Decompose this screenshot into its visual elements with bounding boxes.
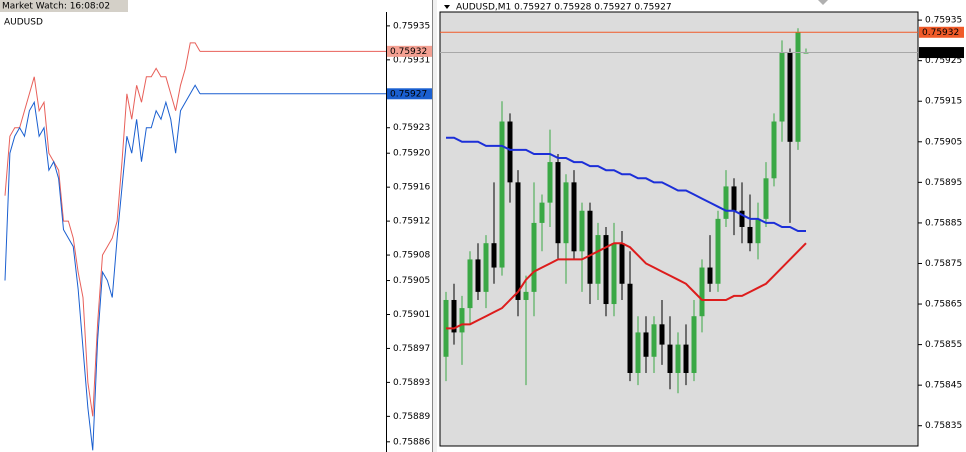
candle-body: [715, 218, 721, 284]
y-tick-label: 0.75905: [925, 137, 962, 147]
candle-body: [755, 218, 761, 244]
y-tick-label: 0.75923: [393, 123, 430, 133]
candle-body: [555, 162, 561, 244]
candle-body: [619, 243, 625, 284]
price-tag-label: 0.75932: [390, 47, 427, 57]
y-tick-label: 0.75905: [393, 276, 430, 286]
candle-body: [731, 186, 737, 211]
candle-body: [707, 267, 713, 284]
candle-body: [539, 202, 545, 223]
window-title-bar[interactable]: [0, 0, 128, 12]
y-tick-label: 0.75931: [393, 55, 430, 65]
right-plot-area: [439, 11, 919, 447]
candle-body: [499, 121, 505, 268]
candle-body: [531, 222, 537, 292]
candle-body: [779, 52, 785, 122]
candle-body: [747, 226, 753, 244]
candle-body: [611, 243, 617, 305]
candle-body: [571, 182, 577, 252]
candle-body: [515, 182, 521, 300]
candle-body: [659, 324, 665, 345]
y-tick-label: 0.75925: [925, 56, 962, 66]
window-title: Market Watch: 16:08:02: [2, 2, 110, 12]
y-tick-label: 0.75845: [925, 381, 962, 391]
price-tag: [387, 45, 432, 57]
y-tick-label: 0.75855: [925, 340, 962, 350]
scroll-marker: [818, 0, 828, 5]
candle-body: [563, 182, 569, 244]
candle-body: [643, 332, 649, 357]
price-tag: [919, 26, 964, 38]
candle-body: [651, 324, 657, 357]
candle-body: [683, 344, 689, 373]
y-tick-label: 0.75895: [925, 178, 962, 188]
candle-body: [507, 121, 513, 183]
candle-body: [691, 316, 697, 373]
price-line-series: [446, 242, 807, 330]
chart-title: AUDUSD: [4, 18, 43, 28]
candle-body: [675, 344, 681, 373]
price-line-series: [446, 136, 806, 233]
candle-body: [587, 210, 593, 284]
price-tag: [387, 88, 432, 100]
candle-body: [459, 308, 465, 333]
y-tick-label: 0.75886: [393, 437, 430, 447]
y-tick-label: 0.75935: [925, 16, 962, 26]
price-tag: [919, 47, 964, 59]
price-tag-label: 0.75932: [922, 28, 959, 38]
chart-menu-icon[interactable]: [444, 5, 450, 9]
candle-body: [595, 235, 601, 284]
y-tick-label: 0.75897: [393, 344, 430, 354]
y-tick-label: 0.75935: [393, 21, 430, 31]
y-tick-label: 0.75901: [393, 310, 430, 320]
y-tick-label: 0.75889: [393, 412, 430, 422]
price-tag-label: 0.75927: [390, 89, 427, 99]
candle-body: [483, 243, 489, 292]
chart-title: AUDUSD,M1 0.75927 0.75928 0.75927 0.7592…: [456, 3, 672, 13]
left-pane: [0, 0, 432, 452]
y-tick-label: 0.75920: [393, 149, 430, 159]
candle-body: [739, 210, 745, 227]
y-tick-label: 0.75885: [925, 218, 962, 228]
candle-body: [475, 259, 481, 292]
candle-body: [603, 235, 609, 305]
candle-body: [771, 121, 777, 179]
candle-body: [523, 291, 529, 300]
candle-body: [667, 344, 673, 373]
candle-body: [627, 283, 633, 373]
candle-body: [451, 299, 457, 333]
candle-body: [723, 186, 729, 219]
y-tick-label: 0.75875: [925, 259, 962, 269]
price-line-series: [4, 42, 201, 417]
candle-body: [763, 178, 769, 219]
y-tick-label: 0.75908: [393, 251, 430, 261]
y-tick-label: 0.75915: [925, 97, 962, 107]
candle-body: [547, 162, 553, 203]
price-line-series: [4, 84, 201, 451]
candle-body: [795, 32, 801, 142]
y-tick-label: 0.75865: [925, 300, 962, 310]
y-tick-label: 0.75916: [393, 183, 430, 193]
candle-body: [787, 52, 793, 142]
candle-body: [635, 332, 641, 373]
y-tick-label: 0.75835: [925, 421, 962, 431]
candle-body: [579, 210, 585, 252]
candle-body: [491, 243, 497, 268]
y-tick-label: 0.75893: [393, 378, 430, 388]
price-tag-label: 0.75927: [922, 48, 959, 58]
candle-body: [467, 259, 473, 309]
y-tick-label: 0.75912: [393, 217, 430, 227]
candle-body: [699, 267, 705, 317]
